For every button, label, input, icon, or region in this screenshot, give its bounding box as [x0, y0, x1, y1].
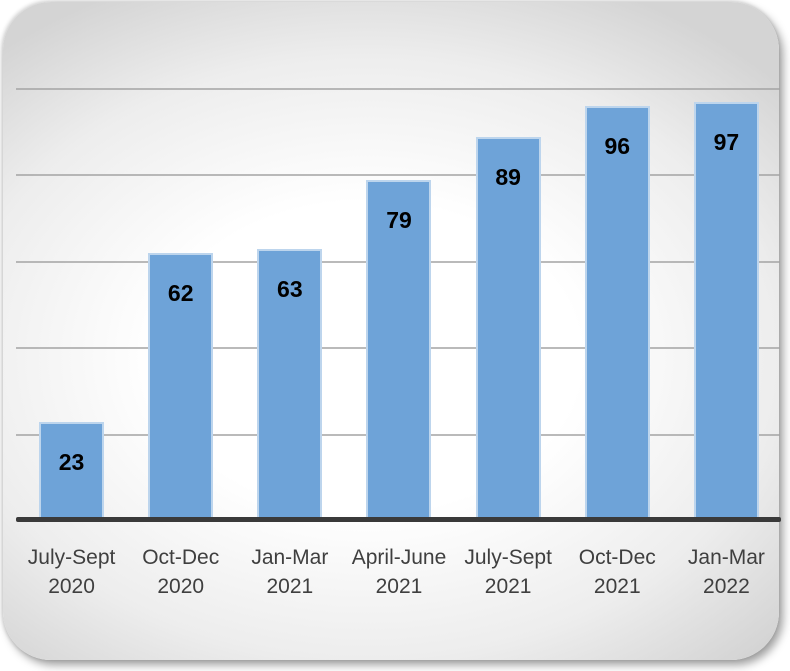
bar-5[interactable]: 96	[584, 106, 650, 521]
bar-6[interactable]: 97	[693, 101, 759, 521]
category-line1: Oct-Dec	[142, 546, 220, 569]
category-label: April-June 2021	[344, 543, 453, 601]
category-line1: Jan-Mar	[251, 546, 329, 569]
category-line2: 2021	[484, 575, 532, 598]
bar-column: 89	[454, 89, 563, 521]
bar-4[interactable]: 89	[475, 136, 541, 521]
bars-container: 23 62 63 79 89 96 97	[17, 89, 781, 521]
category-line2: 2021	[375, 575, 423, 598]
category-line1: Jan-Mar	[687, 546, 765, 569]
data-label: 97	[713, 128, 740, 155]
bar-0[interactable]: 23	[39, 421, 105, 521]
bar-column: 79	[344, 89, 453, 521]
data-label: 89	[495, 163, 521, 190]
data-label: 96	[604, 133, 631, 160]
gridline	[16, 174, 780, 177]
data-label: 62	[167, 280, 194, 307]
x-axis-line	[16, 517, 781, 522]
category-line1: July-Sept	[464, 546, 552, 569]
category-label: July-Sept 2021	[454, 543, 563, 601]
category-line2: 2020	[48, 575, 95, 598]
data-label: 79	[386, 206, 412, 233]
bar-3[interactable]: 79	[366, 179, 432, 521]
gridline	[16, 88, 780, 90]
category-line2: 2021	[266, 575, 314, 598]
bar-column: 96	[563, 89, 672, 521]
bar-column: 23	[17, 89, 126, 521]
bar-1[interactable]: 62	[148, 253, 214, 521]
category-line1: April-June	[351, 546, 447, 569]
category-label: Jan-Mar 2022	[672, 543, 781, 601]
chart-panel: 23 62 63 79 89 96 97 July-Sept 2020 Oct-Dec 2020 J…	[3, 2, 781, 660]
data-label: 63	[277, 275, 303, 302]
bar-column: 97	[672, 89, 781, 521]
bar-column: 62	[126, 89, 235, 521]
category-label: Jan-Mar 2021	[235, 543, 344, 601]
bar-column: 63	[235, 89, 344, 521]
category-line1: Oct-Dec	[578, 546, 656, 569]
category-axis-labels: July-Sept 2020 Oct-Dec 2020 Jan-Mar 2021 April…	[17, 543, 781, 601]
category-line2: 2022	[703, 575, 750, 598]
category-label: Oct-Dec 2020	[126, 543, 235, 601]
category-line1: July-Sept	[27, 546, 116, 569]
bar-2[interactable]: 63	[257, 248, 323, 521]
category-label: July-Sept 2020	[17, 543, 126, 601]
data-label: 23	[58, 448, 85, 475]
category-line2: 2020	[157, 575, 205, 598]
category-line2: 2021	[593, 575, 641, 598]
category-label: Oct-Dec 2021	[563, 543, 672, 601]
